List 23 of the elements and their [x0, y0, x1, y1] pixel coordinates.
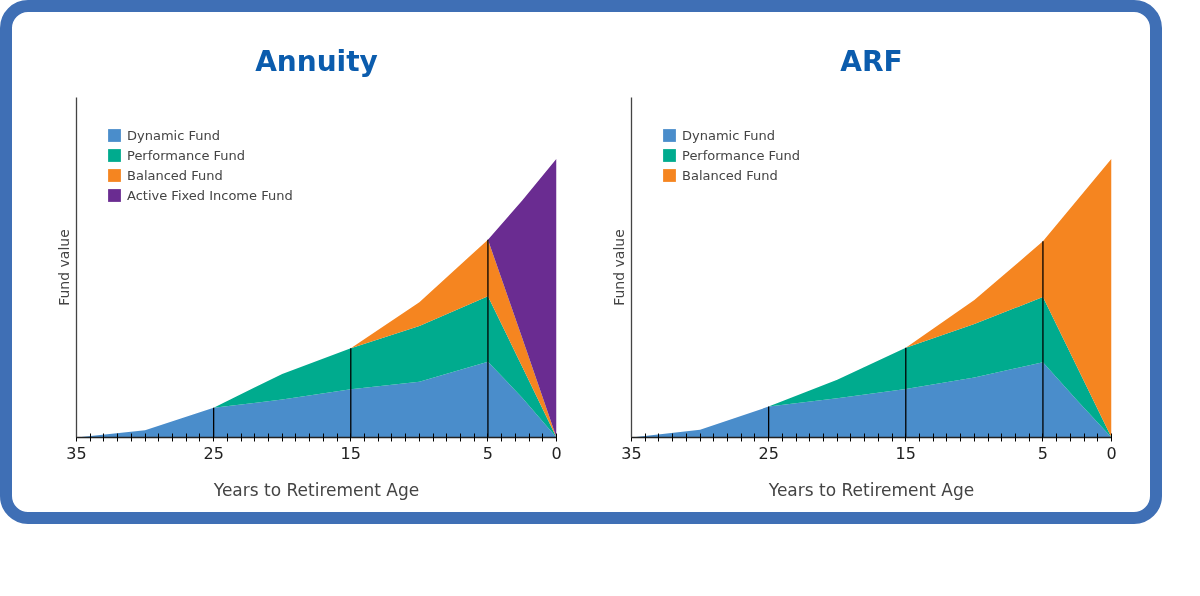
- x-axis-title: Years to Retirement Age: [767, 479, 975, 500]
- x-tick-label: 25: [203, 443, 224, 463]
- x-tick-label: 25: [758, 443, 779, 463]
- legend-label: Performance Fund: [127, 147, 246, 163]
- x-tick-label: 35: [66, 443, 87, 463]
- chart-title: ARF: [840, 44, 903, 78]
- legend-label: Balanced Fund: [682, 167, 778, 183]
- x-tick-label: 15: [340, 443, 361, 463]
- y-axis-title: Fund value: [55, 229, 72, 306]
- x-tick-label: 0: [1106, 443, 1117, 463]
- x-tick-label: 0: [551, 443, 562, 463]
- x-tick-label: 35: [621, 443, 642, 463]
- x-tick-label: 15: [895, 443, 916, 463]
- chart-title: Annuity: [255, 44, 378, 78]
- x-tick-label: 5: [482, 443, 494, 463]
- legend-label: Dynamic Fund: [127, 127, 220, 143]
- y-axis-title: Fund value: [610, 229, 627, 306]
- legend-label: Balanced Fund: [127, 167, 223, 183]
- legend-label: Performance Fund: [682, 147, 801, 163]
- x-axis-title: Years to Retirement Age: [212, 479, 420, 500]
- legend-label: Active Fixed Income Fund: [127, 187, 293, 203]
- legend-label: Dynamic Fund: [682, 127, 775, 143]
- x-tick-label: 5: [1037, 443, 1049, 463]
